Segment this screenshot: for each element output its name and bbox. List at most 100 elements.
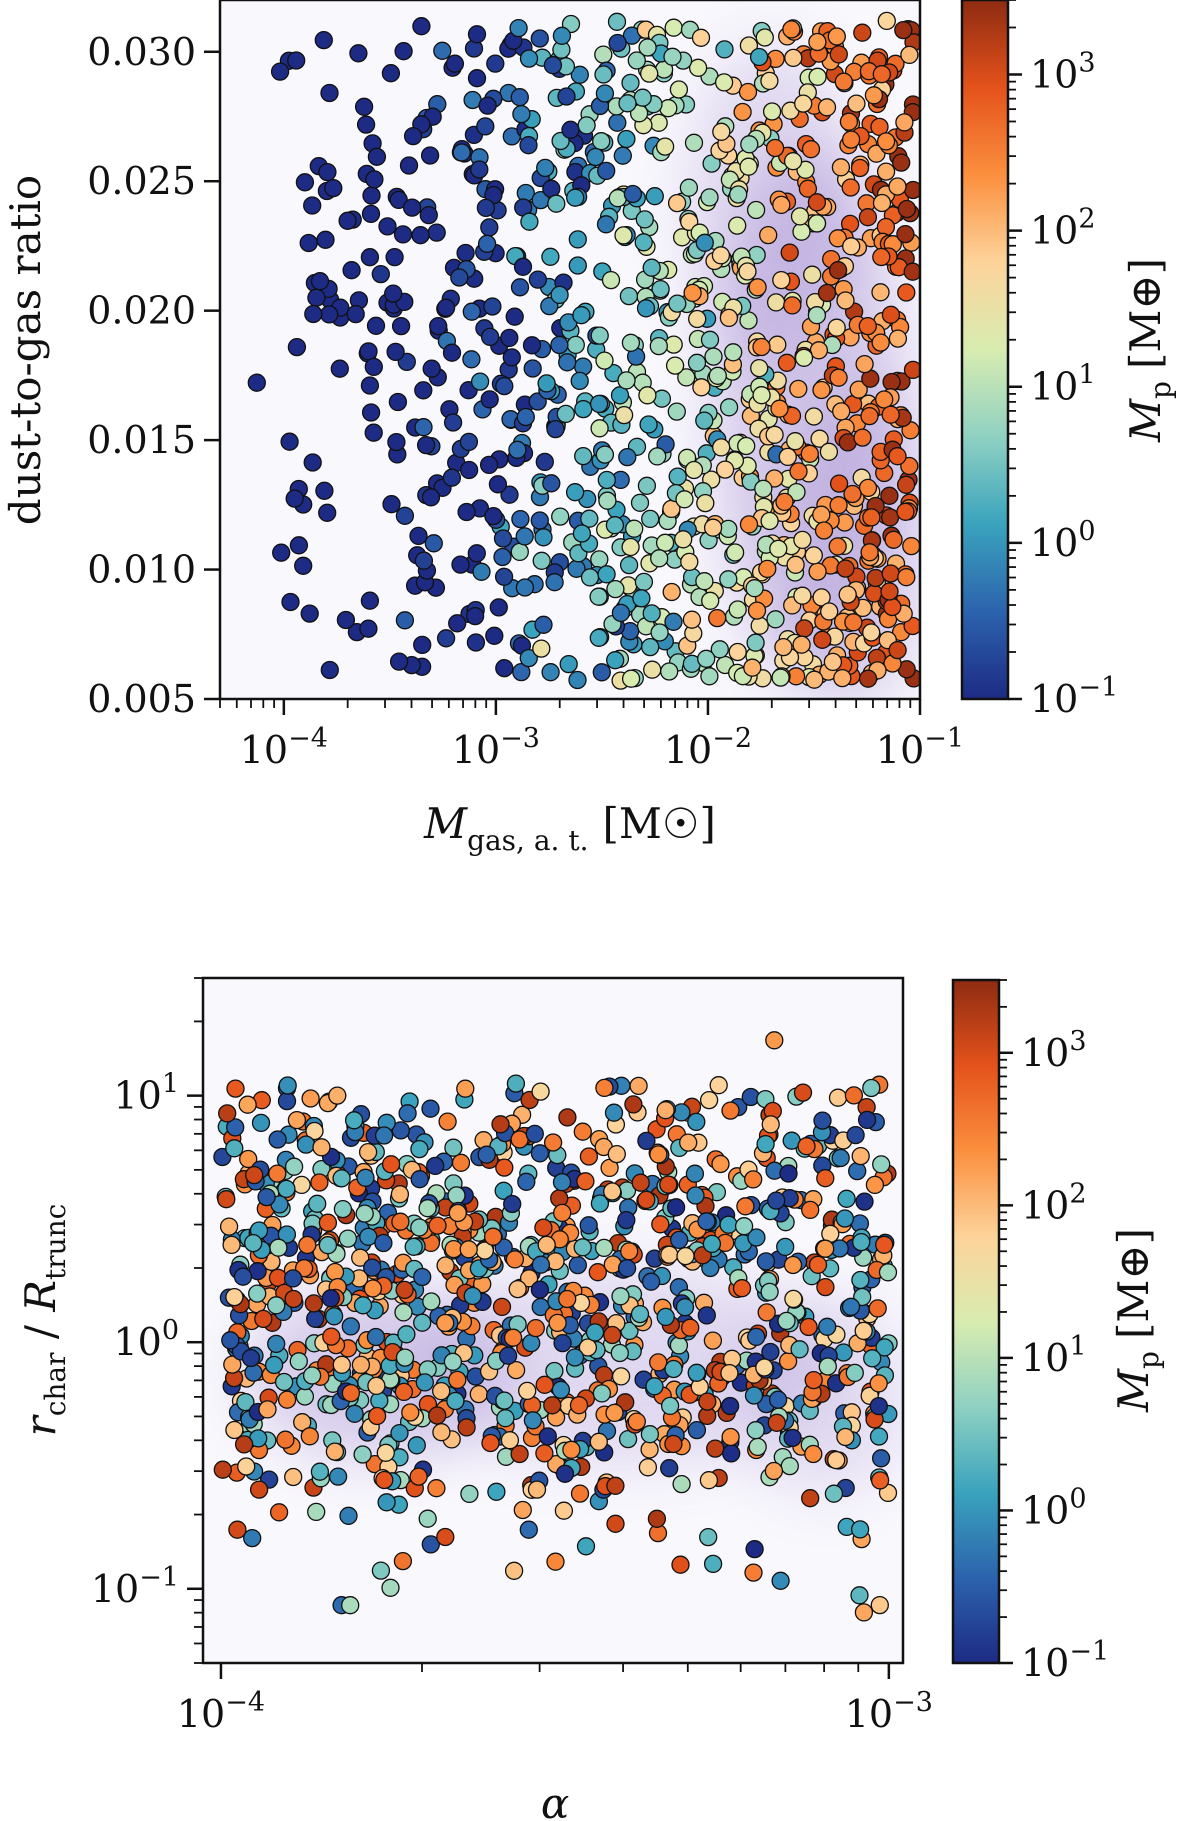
scatter-point xyxy=(699,1527,718,1547)
scatter-point xyxy=(816,1277,835,1297)
scatter-point xyxy=(511,509,530,529)
scatter-point xyxy=(649,1353,668,1372)
scatter-point xyxy=(500,1431,520,1450)
scatter-point xyxy=(650,623,669,642)
scatter-point xyxy=(367,1406,387,1426)
scatter-point xyxy=(523,359,542,378)
scatter-point xyxy=(570,371,589,391)
scatter-point xyxy=(572,524,592,543)
scatter-point xyxy=(775,492,794,512)
scatter-point xyxy=(366,316,386,335)
scatter-point xyxy=(301,1089,320,1108)
scatter-point xyxy=(239,1149,258,1169)
scatter-point xyxy=(568,1255,587,1275)
colorbar-tick-label: 102 xyxy=(1021,1178,1087,1227)
scatter-point xyxy=(467,69,487,88)
scatter-point xyxy=(399,156,419,175)
x-tick-label: 10−4 xyxy=(177,1687,265,1736)
scatter-point xyxy=(495,1391,514,1410)
scatter-point xyxy=(505,1250,525,1269)
scatter-point xyxy=(269,1238,288,1257)
scatter-point xyxy=(551,1380,571,1399)
scatter-point xyxy=(219,1217,239,1236)
scatter-point xyxy=(472,562,491,581)
scatter-point xyxy=(769,539,788,558)
scatter-point xyxy=(553,1203,572,1223)
scatter-point xyxy=(747,1228,766,1247)
scatter-point xyxy=(570,65,589,84)
scatter-point xyxy=(355,1204,374,1223)
scatter-point xyxy=(812,505,831,524)
scatter-point xyxy=(519,1520,538,1539)
scatter-point xyxy=(850,1586,869,1605)
scatter-point xyxy=(876,132,896,151)
scatter-point xyxy=(750,616,769,635)
scatter-point xyxy=(579,1147,599,1166)
scatter-point xyxy=(284,1289,303,1309)
y-tick-label: 100 xyxy=(113,1315,179,1364)
scatter-point xyxy=(710,640,729,659)
scatter-point xyxy=(660,1245,679,1264)
colorbar-title-main: M xyxy=(1109,1368,1158,1413)
scatter-point xyxy=(883,597,902,617)
scatter-point xyxy=(568,230,587,249)
scatter-point xyxy=(248,1284,267,1303)
scatter-point xyxy=(790,207,810,226)
scatter-point xyxy=(432,1423,451,1442)
scatter-point xyxy=(762,102,782,121)
scatter-point xyxy=(491,1115,510,1134)
scatter-point xyxy=(758,559,777,579)
scatter-point xyxy=(841,130,861,149)
scatter-point xyxy=(342,261,361,280)
scatter-point xyxy=(344,1111,364,1130)
scatter-point xyxy=(829,45,848,64)
scatter-point xyxy=(611,603,631,623)
scatter-point xyxy=(422,1292,441,1311)
scatter-point xyxy=(589,394,609,414)
scatter-point xyxy=(234,1435,254,1454)
scatter-point xyxy=(725,543,745,562)
colorbar-tick-label: 101 xyxy=(1030,360,1096,409)
y-tick-label: 0.015 xyxy=(87,418,196,462)
scatter-point xyxy=(304,1294,323,1313)
x-tick-label: 10−2 xyxy=(664,723,752,772)
scatter-point xyxy=(776,1237,795,1257)
scatter-point xyxy=(804,1370,823,1390)
scatter-point xyxy=(365,170,384,189)
scatter-point xyxy=(857,1110,877,1130)
colorbar xyxy=(960,0,1010,701)
scatter-point xyxy=(746,1421,765,1440)
scatter-point xyxy=(422,359,441,378)
scatter-point xyxy=(641,509,660,529)
y-tick-label: 101 xyxy=(113,1069,179,1118)
x-axis-title-sub: gas, a. t. xyxy=(467,824,588,857)
colorbar-tick-label: 102 xyxy=(1030,204,1096,253)
scatter-point xyxy=(614,405,634,425)
scatter-points xyxy=(213,1031,898,1622)
scatter-point xyxy=(446,1391,465,1411)
scatter-point xyxy=(394,1382,414,1402)
scatter-point xyxy=(641,1272,661,1291)
scatter-point xyxy=(880,508,900,527)
scatter-point xyxy=(424,534,443,553)
colorbar-tick-label: 100 xyxy=(1030,516,1096,565)
scatter-point xyxy=(746,200,766,220)
scatter-point xyxy=(226,1079,245,1098)
scatter-point xyxy=(349,44,368,63)
scatter-point xyxy=(643,660,662,679)
scatter-point xyxy=(328,1467,348,1486)
scatter-point xyxy=(629,1076,648,1096)
scatter-point xyxy=(766,610,785,629)
scatter-point xyxy=(858,208,878,227)
scatter-point xyxy=(697,649,716,668)
scatter-point xyxy=(664,1434,683,1454)
scatter-point xyxy=(519,49,539,68)
colorbar-title-unit: [M⊕] xyxy=(1109,1228,1158,1339)
scatter-point xyxy=(617,1259,637,1278)
scatter-point xyxy=(213,1460,232,1479)
scatter-point xyxy=(843,484,862,504)
scatter-point xyxy=(413,1313,432,1332)
scatter-point xyxy=(588,1263,607,1282)
scatter-point xyxy=(325,1262,345,1282)
scatter-point xyxy=(844,1086,864,1105)
